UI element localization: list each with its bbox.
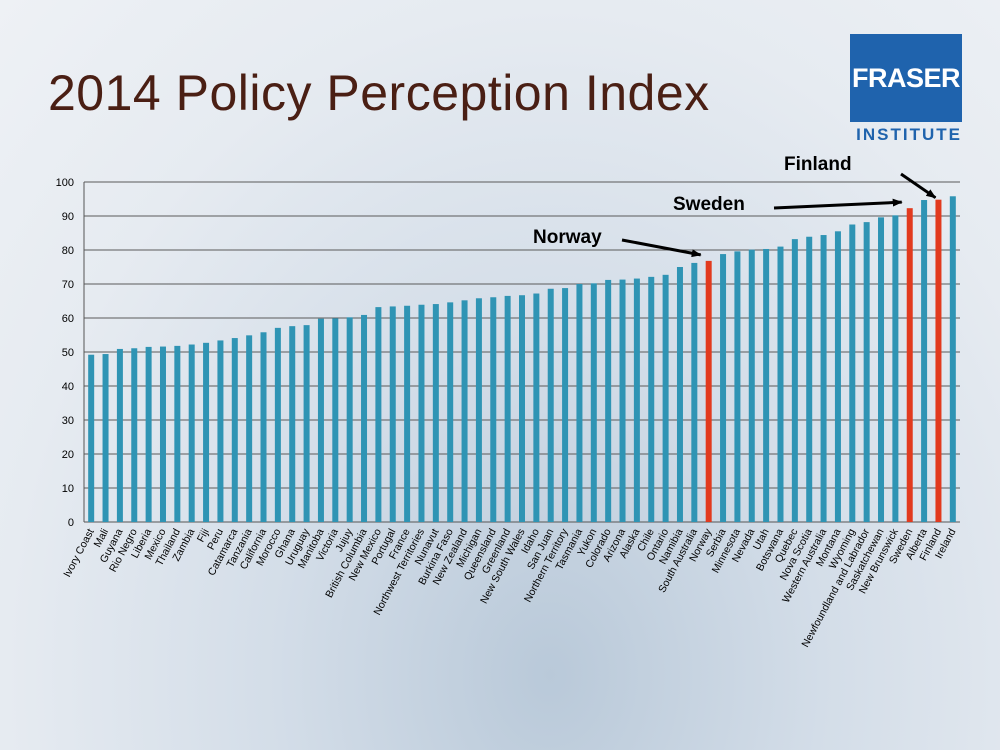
bar-finland <box>935 199 942 522</box>
y-tick-label: 0 <box>68 517 74 529</box>
x-tick-label: Fiji <box>195 527 212 544</box>
bar-ontario <box>662 274 669 522</box>
annotation-sweden: Sweden <box>673 194 745 215</box>
bar-new-mexico <box>375 307 382 522</box>
bar-yukon <box>590 283 597 522</box>
y-tick-label: 40 <box>62 381 74 393</box>
bar-liberia <box>145 346 152 522</box>
bar-alberta <box>921 200 928 522</box>
bar-morocco <box>274 327 281 522</box>
bar-ivory-coast <box>88 354 95 522</box>
y-tick-label: 80 <box>62 245 74 257</box>
bar-zambia <box>188 344 195 522</box>
bar-saskatchewan <box>878 217 885 523</box>
bar-alaska <box>633 278 640 522</box>
bar-nevada <box>748 249 755 522</box>
y-tick-label: 30 <box>62 415 74 427</box>
logo-box: FRASER <box>850 34 962 122</box>
bar-british-columbia <box>361 314 368 522</box>
bar-thailand <box>174 345 181 522</box>
bar-northern-territory <box>562 288 569 522</box>
bar-mexico <box>159 346 166 522</box>
bar-peru <box>217 340 224 522</box>
bar-chile <box>648 276 655 522</box>
bar-fiji <box>203 342 210 522</box>
bar-rio-negro <box>131 348 138 522</box>
bar-sweden <box>906 208 913 522</box>
bar-colorado <box>605 279 612 522</box>
bar-namibia <box>676 267 683 522</box>
bar-catamarca <box>231 338 238 522</box>
fraser-institute-logo: FRASER INSTITUTE <box>850 34 962 146</box>
y-tick-label: 20 <box>62 449 74 461</box>
bar-utah <box>763 248 770 523</box>
bar-quebec <box>791 239 798 522</box>
annotation-arrow-finland <box>900 172 937 199</box>
y-tick-label: 50 <box>62 347 74 359</box>
x-tick-label: Ivory Coast <box>61 527 97 580</box>
bar-manitoba <box>317 318 324 522</box>
bar-northwest-territories <box>418 304 425 522</box>
bar-jujuy <box>346 317 353 522</box>
annotation-norway: Norway <box>533 227 602 248</box>
bar-nova-scotia <box>806 236 813 523</box>
y-tick-label: 70 <box>62 279 74 291</box>
bar-minnesota <box>734 251 741 523</box>
bar-nunavut <box>432 304 439 522</box>
bar-ghana <box>289 326 296 522</box>
y-tick-label: 60 <box>62 313 74 325</box>
y-tick-label: 90 <box>62 211 74 223</box>
bar-south-australia <box>691 262 698 522</box>
bar-victoria <box>332 318 339 522</box>
bar-tasmania <box>576 284 583 522</box>
y-tick-label: 10 <box>62 483 74 495</box>
y-tick-label: 100 <box>56 177 74 189</box>
logo-subtitle: INSTITUTE <box>856 125 962 144</box>
bar-norway <box>705 260 712 522</box>
bar-france <box>404 305 411 522</box>
bar-california <box>260 332 267 522</box>
bar-new-brunswick <box>892 215 899 522</box>
bar-montana <box>834 231 841 523</box>
bar-wyoming <box>849 224 856 522</box>
bar-guyana <box>116 348 123 522</box>
bar-serbia <box>720 254 727 522</box>
bar-arizona <box>619 279 626 522</box>
page-title: 2014 Policy Perception Index <box>48 65 710 121</box>
bar-idaho <box>533 293 540 522</box>
bar-michigan <box>475 298 482 522</box>
bar-greenland <box>504 295 511 522</box>
bar-burkina-faso <box>447 302 454 522</box>
bar-new-south-wales <box>519 295 525 522</box>
annotation-arrow-norway <box>621 238 702 258</box>
bar-ireland <box>949 196 956 522</box>
annotation-finland: Finland <box>784 154 852 175</box>
bar-uruguay <box>303 325 310 522</box>
bar-portugal <box>389 306 396 522</box>
bar-new-zealand <box>461 300 468 522</box>
bar-tanzania <box>246 335 253 522</box>
bar-western-australia <box>820 235 827 523</box>
annotation-arrow-sweden <box>773 198 903 210</box>
bar-botswana <box>777 246 784 522</box>
bar-newfoundland-and-labrador <box>863 222 870 522</box>
logo-name: FRASER <box>851 62 961 93</box>
bar-san-juan <box>547 288 554 522</box>
bar-mali <box>102 354 109 522</box>
bar-queensland <box>490 297 497 522</box>
